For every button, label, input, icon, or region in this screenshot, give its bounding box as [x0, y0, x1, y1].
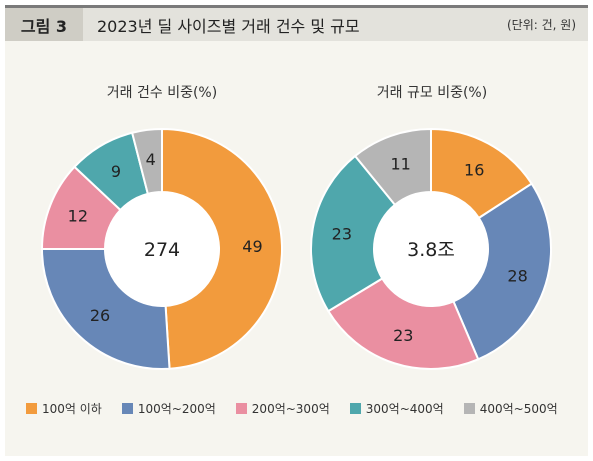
center-total-label: 3.8조 [407, 239, 455, 261]
legend-label: 300억~400억 [365, 401, 444, 416]
slice-value-label: 9 [111, 162, 121, 181]
slice-value-label: 23 [393, 326, 413, 345]
legend-item: 300억~400억 [349, 400, 444, 417]
slice-value-label: 4 [146, 150, 156, 169]
slice-value-label: 11 [390, 155, 410, 174]
donut-hole [105, 192, 219, 306]
legend-label: 200억~300억 [251, 401, 330, 416]
slice-value-label: 26 [90, 306, 110, 325]
legend-swatch [235, 402, 247, 414]
figure-label: 그림 3 [5, 8, 83, 41]
legend-swatch [121, 402, 133, 414]
legend-label: 400억~500억 [479, 401, 558, 416]
legend-item: 200억~300억 [235, 400, 330, 417]
figure-title: 2023년 딜 사이즈별 거래 건수 및 규모 [97, 16, 360, 36]
slice-value-label: 49 [242, 237, 262, 256]
legend: 100억 이하 100억~200억 200억~300억 300억~400억 40… [26, 396, 586, 420]
unit-note: (단위: 건, 원) [506, 18, 576, 32]
legend-item: 100억~200억 [121, 400, 216, 417]
legend-swatch [349, 402, 361, 414]
slice-value-label: 28 [507, 266, 527, 285]
slice-value-label: 12 [68, 207, 88, 226]
legend-item: 400억~500억 [463, 400, 558, 417]
legend-item: 100억 이하 [26, 400, 102, 417]
center-total-label: 274 [144, 239, 180, 261]
legend-label: 100억 이하 [42, 401, 102, 416]
donut-hole [374, 192, 488, 306]
legend-swatch [463, 402, 475, 414]
slice-value-label: 16 [464, 160, 484, 179]
chart-title-volume: 거래 규모 비중(%) [376, 85, 488, 101]
legend-swatch [26, 402, 37, 414]
legend-label: 100억~200억 [137, 401, 216, 416]
chart-title-count: 거래 건수 비중(%) [106, 85, 218, 101]
slice-value-label: 23 [332, 225, 352, 244]
figure-header: 그림 3 2023년 딜 사이즈별 거래 건수 및 규모 (단위: 건, 원) [5, 5, 588, 41]
